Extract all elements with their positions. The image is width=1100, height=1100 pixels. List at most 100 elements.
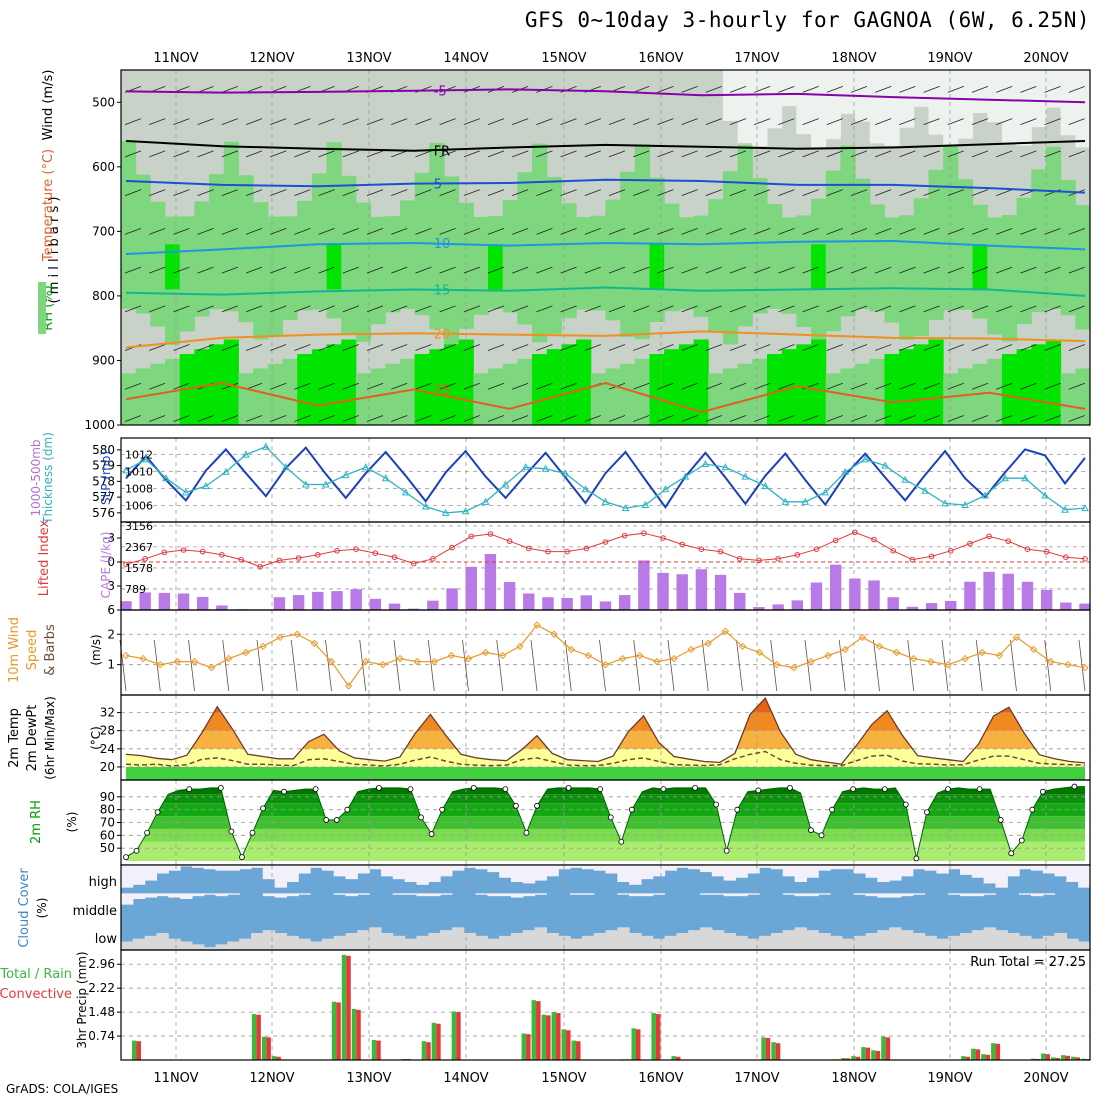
low-cloud-bar xyxy=(711,930,725,950)
isotherm-label: FR xyxy=(434,145,451,160)
middle-cloud-gap xyxy=(960,893,973,897)
wind-barb xyxy=(681,266,698,274)
precip-total-label: Total / Rain xyxy=(0,967,72,982)
wind-barb xyxy=(778,85,795,93)
wind-barb xyxy=(1044,150,1061,158)
rh-cell xyxy=(297,354,313,425)
rh-cell xyxy=(370,70,386,131)
wind-speed-point xyxy=(413,657,421,666)
cape-bar xyxy=(580,595,593,610)
li-point xyxy=(564,548,570,555)
rh-cell xyxy=(649,244,665,290)
low-cloud-bar xyxy=(995,930,1008,950)
high-cloud-gap xyxy=(522,865,536,884)
wind-barb xyxy=(391,382,408,390)
temp-tick-label: 28 xyxy=(100,724,115,738)
rh-cell xyxy=(943,70,959,148)
wind-barb xyxy=(826,227,843,235)
low-cloud-bar xyxy=(404,938,418,950)
rh-point xyxy=(734,806,741,813)
high-cloud-gap xyxy=(132,865,146,885)
wind-speed-point xyxy=(995,651,1004,660)
precip-convective-bar xyxy=(995,1043,1001,1060)
wind-barb xyxy=(633,189,650,197)
low-cloud-bar xyxy=(794,927,807,950)
middle-cloud-gap xyxy=(440,893,453,895)
rh-point xyxy=(924,809,930,816)
wind-barb xyxy=(415,266,432,274)
wind-barb xyxy=(245,118,263,126)
low-cloud-bar xyxy=(463,933,477,950)
high-cloud-gap xyxy=(475,865,488,870)
high-cloud-gap xyxy=(310,865,323,868)
precip-convective-bar xyxy=(885,1037,891,1060)
wind-barb xyxy=(318,415,335,422)
wind-speed-point xyxy=(533,621,541,629)
wind-barb xyxy=(681,118,698,126)
wind-barb xyxy=(366,118,384,126)
low-cloud-bar xyxy=(948,935,961,950)
rh-cell xyxy=(884,354,900,425)
thickness-point xyxy=(162,474,170,482)
wind-barb xyxy=(560,118,577,126)
wind-barb xyxy=(850,344,868,351)
rh-cell xyxy=(855,178,871,310)
slp-line xyxy=(125,446,1086,509)
precip-convective-bar xyxy=(576,1041,581,1060)
wind-speed-point xyxy=(207,664,216,672)
rh-cell xyxy=(517,358,533,425)
middle-cloud-gap xyxy=(581,893,595,895)
wind-barb-10m xyxy=(325,639,332,692)
rh-cell xyxy=(370,368,386,425)
wind-barb xyxy=(608,150,626,158)
middle-cloud-gap xyxy=(191,893,205,897)
thickness-point xyxy=(521,463,530,471)
wind-barb xyxy=(221,85,238,93)
cape-bar xyxy=(484,554,497,610)
thickness-point xyxy=(561,469,570,477)
li-point xyxy=(468,533,475,540)
rh-cell xyxy=(1031,169,1047,313)
li-point xyxy=(1043,548,1050,555)
wind-barb xyxy=(802,344,819,351)
wind-tick-label: 1 xyxy=(107,658,115,672)
middle-cloud-gap xyxy=(510,893,524,898)
rh-point xyxy=(692,784,698,791)
precip-convective-bar xyxy=(456,1012,461,1060)
wind-barb xyxy=(536,150,553,158)
high-cloud-gap xyxy=(830,865,843,870)
cape-bar xyxy=(964,581,976,610)
li-point xyxy=(123,561,129,568)
li-point xyxy=(506,538,513,545)
wind-barb xyxy=(778,382,795,390)
rh-cell xyxy=(634,70,651,129)
wind-barb xyxy=(826,266,843,274)
wind-barb xyxy=(318,150,335,158)
rh-cell xyxy=(576,339,592,425)
wind-barb xyxy=(875,415,892,422)
rh-cell xyxy=(605,199,621,321)
rh-cell xyxy=(414,354,430,425)
rh-cell xyxy=(708,199,724,332)
wind-barb xyxy=(875,150,892,158)
low-cloud-bar xyxy=(676,933,689,950)
thickness-point xyxy=(921,486,930,494)
thickness-tick-label: 577 xyxy=(92,490,115,504)
low-cloud-bar xyxy=(534,927,548,950)
wind-barb xyxy=(608,415,626,422)
wind-barb xyxy=(754,415,771,422)
wind-barb xyxy=(802,150,819,158)
wind-barb xyxy=(318,266,335,274)
wind-barb xyxy=(173,150,190,158)
low-cloud-bar xyxy=(274,933,288,950)
wind-barb xyxy=(729,344,747,351)
precip-convective-bar xyxy=(526,1034,531,1060)
wind-barb xyxy=(1044,415,1061,422)
thickness-point xyxy=(841,467,850,475)
low-cloud-bar xyxy=(900,930,914,950)
rh-point xyxy=(902,801,909,808)
rh-cell xyxy=(1001,215,1018,342)
date-label-bottom: 19NOV xyxy=(927,1071,972,1086)
wind-barb xyxy=(270,227,287,235)
rh-cell xyxy=(532,143,548,343)
